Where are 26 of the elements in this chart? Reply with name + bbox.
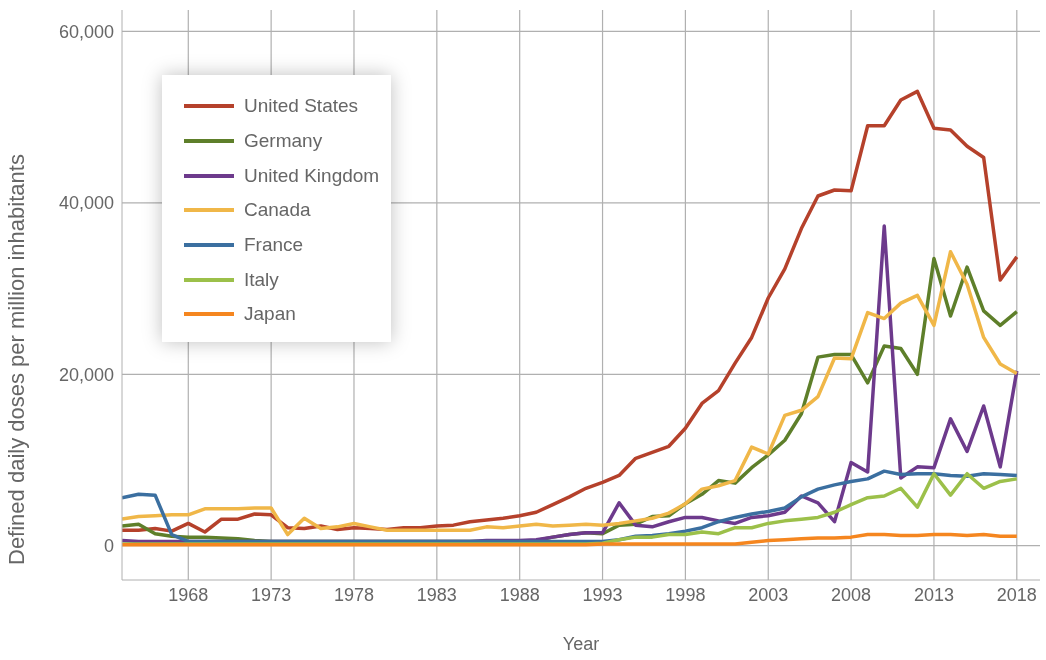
legend-label: Italy — [244, 268, 279, 291]
legend-label: Canada — [244, 199, 311, 222]
legend-label: France — [244, 234, 304, 257]
legend-label: Japan — [244, 303, 296, 326]
y-tick-label: 60,000 — [58, 21, 114, 42]
x-tick-label: 2003 — [748, 584, 789, 605]
legend-label: United Kingdom — [244, 164, 380, 187]
x-axis-title: Year — [562, 634, 600, 654]
x-tick-label: 1983 — [416, 584, 457, 605]
x-tick-label: 1998 — [665, 584, 706, 605]
legend-label: Germany — [244, 130, 323, 153]
x-tick-label: 2008 — [831, 584, 872, 605]
x-tick-label: 1978 — [333, 584, 375, 605]
x-tick-label: 2013 — [913, 584, 954, 605]
x-tick-label: 1993 — [582, 584, 623, 605]
line-series — [122, 89, 1019, 534]
y-tick-label: 40,000 — [58, 193, 114, 214]
legend-label: United States — [244, 95, 359, 118]
y-tick-label: 0 — [103, 536, 114, 557]
y-axis-title: Defined daily doses per million inhabitants — [3, 154, 29, 565]
line-series — [122, 532, 1019, 547]
y-tick-label: 20,000 — [58, 364, 114, 385]
x-tick-label: 1973 — [251, 584, 292, 605]
x-tick-label: 2018 — [996, 584, 1037, 605]
x-tick-label: 1968 — [168, 584, 209, 605]
x-tick-label: 1988 — [499, 584, 540, 605]
